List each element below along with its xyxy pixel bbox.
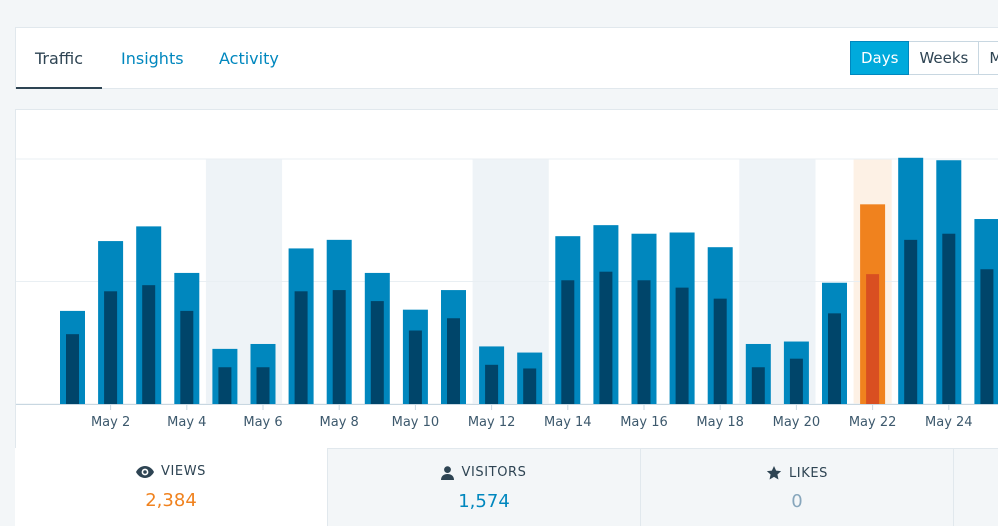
visitors-bar[interactable] xyxy=(942,233,956,404)
visitors-bar[interactable] xyxy=(142,285,156,404)
traffic-chart-card: May 2 May 4 May 6 May 8 May 10 May 12 May 14 Ma… xyxy=(15,109,998,526)
star-icon xyxy=(766,466,782,480)
tab-traffic-label: Traffic xyxy=(35,49,84,68)
person-icon xyxy=(441,465,455,480)
visitors-bar[interactable] xyxy=(104,291,118,404)
stat-tab-likes[interactable]: LIKES 0 xyxy=(640,448,953,526)
visitors-bar[interactable] xyxy=(637,280,651,404)
visitors-bar[interactable] xyxy=(866,274,880,404)
x-tick-label: May 10 xyxy=(392,415,440,430)
visitors-bar[interactable] xyxy=(599,271,613,404)
period-weeks-button[interactable]: Weeks xyxy=(909,41,980,75)
x-tick-label: May 6 xyxy=(243,415,282,430)
x-tick-label: May 18 xyxy=(696,415,744,430)
stats-navigation: Traffic Insights Activity Days Weeks M xyxy=(15,27,998,89)
stats-tabs: VIEWS 2,384 VISITORS 1,574 LIKES 0 xyxy=(15,448,998,526)
visitors-count: 1,574 xyxy=(458,491,510,512)
visitors-bar[interactable] xyxy=(332,290,346,404)
views-count: 2,384 xyxy=(145,490,197,511)
tab-insights-label: Insights xyxy=(121,49,184,68)
visitors-bar[interactable] xyxy=(523,368,537,404)
visitors-bar[interactable] xyxy=(180,310,194,404)
visitors-bar[interactable] xyxy=(980,269,994,404)
visitors-bar[interactable] xyxy=(370,301,384,404)
visitors-bar[interactable] xyxy=(789,358,803,404)
x-tick-label: May 12 xyxy=(468,415,516,430)
x-tick-label: May 22 xyxy=(849,415,897,430)
views-label: VIEWS xyxy=(160,464,207,479)
x-tick-label: May 20 xyxy=(773,415,821,430)
tab-activity-label: Activity xyxy=(219,49,279,68)
traffic-bar-chart[interactable]: May 2 May 4 May 6 May 8 May 10 May 12 May 14 Ma… xyxy=(16,110,998,450)
tab-insights[interactable]: Insights xyxy=(121,28,184,89)
visitors-bar[interactable] xyxy=(485,364,499,404)
period-months-button[interactable]: M xyxy=(979,41,998,75)
visitors-bar[interactable] xyxy=(294,291,308,404)
views-label-row: VIEWS xyxy=(15,464,327,479)
visitors-bar[interactable] xyxy=(751,367,765,404)
visitors-bar[interactable] xyxy=(218,367,232,404)
tab-traffic[interactable]: Traffic xyxy=(35,28,83,89)
visitors-bar[interactable] xyxy=(256,367,270,404)
x-tick-label: May 16 xyxy=(620,415,668,430)
likes-count: 0 xyxy=(791,491,803,512)
stat-tab-views[interactable]: VIEWS 2,384 xyxy=(15,448,327,526)
visitors-bar[interactable] xyxy=(713,298,727,404)
period-segmented-control: Days Weeks M xyxy=(850,41,998,75)
visitors-bar[interactable] xyxy=(66,334,79,404)
visitors-label: VISITORS xyxy=(461,465,527,480)
visitors-bar[interactable] xyxy=(447,318,460,404)
visitors-label-row: VISITORS xyxy=(328,465,640,480)
visitors-bar[interactable] xyxy=(675,287,689,404)
x-tick-label: May 4 xyxy=(167,415,206,430)
visitors-bar[interactable] xyxy=(904,239,918,404)
period-days-button[interactable]: Days xyxy=(850,41,910,75)
x-tick-label: May 2 xyxy=(91,415,130,430)
stat-tab-visitors[interactable]: VISITORS 1,574 xyxy=(327,448,640,526)
active-tab-indicator xyxy=(16,87,102,89)
likes-label: LIKES xyxy=(788,465,829,481)
visitors-bar[interactable] xyxy=(828,313,841,404)
stat-tab-overflow[interactable] xyxy=(953,448,998,526)
x-tick-label: May 14 xyxy=(544,415,592,430)
x-tick-label: May 24 xyxy=(925,415,973,430)
likes-label-row: LIKES xyxy=(641,465,953,481)
visitors-bar[interactable] xyxy=(408,330,422,405)
x-tick-label: May 8 xyxy=(320,415,359,430)
tab-activity[interactable]: Activity xyxy=(219,28,279,89)
visitors-bar[interactable] xyxy=(561,280,575,404)
eye-icon xyxy=(135,465,154,478)
